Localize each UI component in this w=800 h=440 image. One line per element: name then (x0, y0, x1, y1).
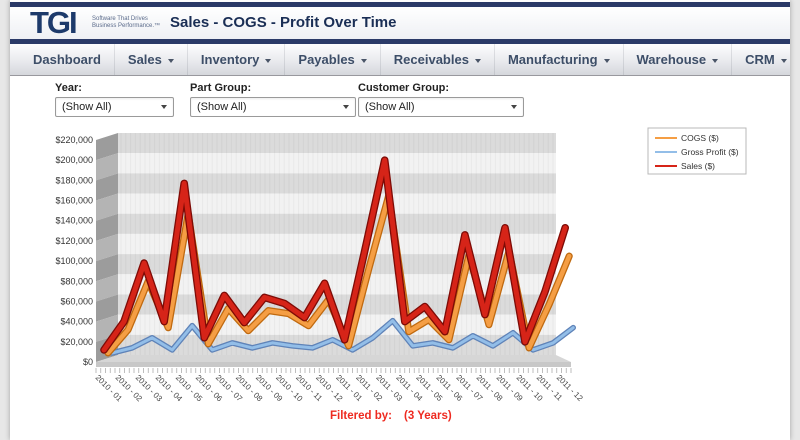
dropdown-caret-icon (474, 58, 481, 63)
chart-back-wall (118, 133, 556, 355)
svg-text:$40,000: $40,000 (60, 317, 93, 327)
legend-label-cogs: COGS ($) (681, 133, 719, 143)
filter-select-customer-group[interactable]: (Show All) (358, 97, 524, 117)
series-line-gross-profit (109, 317, 577, 356)
app-window: TGI Software That Drives Business Perfor… (10, 0, 800, 440)
nav-item-sales[interactable]: Sales (115, 44, 188, 75)
select-arrow-icon (511, 105, 517, 109)
filter-label: Year: (55, 82, 82, 94)
page-title: Sales - COGS - Profit Over Time (170, 14, 397, 31)
nav-item-label: Warehouse (636, 52, 707, 67)
legend-label-sales: Sales ($) (681, 161, 715, 171)
chart-legend: COGS ($) Gross Profit ($) Sales ($) (647, 127, 747, 175)
top-accent-bar (10, 2, 790, 7)
svg-text:$100,000: $100,000 (55, 256, 93, 266)
nav-item-warehouse[interactable]: Warehouse (624, 44, 733, 75)
svg-text:$220,000: $220,000 (55, 135, 93, 145)
chart-left-wall (96, 133, 118, 362)
tagline-line-2: Business Performance.™ (92, 23, 161, 29)
filter-select-part-group[interactable]: (Show All) (190, 97, 356, 117)
nav-item-label: Receivables (393, 52, 469, 67)
nav-item-payables[interactable]: Payables (285, 44, 381, 75)
nav-item-label: Sales (127, 52, 162, 67)
dropdown-caret-icon (780, 58, 787, 63)
filter-group-year: Year: (Show All) (55, 82, 174, 117)
nav-item-manufacturing[interactable]: Manufacturing (495, 44, 624, 75)
select-arrow-icon (343, 105, 349, 109)
nav-item-receivables[interactable]: Receivables (381, 44, 495, 75)
svg-text:$180,000: $180,000 (55, 175, 93, 185)
nav-item-crm[interactable]: CRM (732, 44, 800, 75)
nav-item-label: Payables (298, 52, 355, 67)
nav-item-dashboard[interactable]: Dashboard (20, 44, 115, 75)
header: TGI Software That Drives Business Perfor… (10, 5, 790, 40)
dropdown-caret-icon (603, 58, 610, 63)
dropdown-caret-icon (265, 58, 272, 63)
main-nav: Dashboard Sales Inventory Payables Receivabl… (10, 44, 800, 76)
svg-text:$0: $0 (83, 357, 93, 367)
content-area: Year: (Show All) Part Group: (Show All) Cust… (10, 76, 790, 440)
svg-text:$80,000: $80,000 (60, 276, 93, 286)
filter-select-value: (Show All) (365, 101, 415, 113)
tgi-logo[interactable]: TGI (30, 5, 78, 40)
y-axis-labels: $220,000 $200,000 $180,000 $160,000 $140,000… (55, 135, 93, 367)
filter-label: Customer Group: (358, 82, 450, 94)
nav-item-inventory[interactable]: Inventory (188, 44, 286, 75)
nav-item-label: CRM (745, 52, 775, 67)
filter-group-part-group: Part Group: (Show All) (190, 82, 356, 117)
svg-text:$200,000: $200,000 (55, 155, 93, 165)
dropdown-caret-icon (712, 58, 719, 63)
tagline-line-1: Software That Drives (92, 16, 148, 22)
filter-group-customer-group: Customer Group: (Show All) (358, 82, 524, 117)
dropdown-caret-icon (167, 58, 174, 63)
legend-label-gross-profit: Gross Profit ($) (681, 147, 739, 157)
header-divider (10, 39, 790, 44)
svg-text:$20,000: $20,000 (60, 337, 93, 347)
chart-floor (96, 355, 571, 367)
filter-select-value: (Show All) (197, 101, 247, 113)
filter-select-value: (Show All) (62, 101, 112, 113)
x-axis-ticks (95, 368, 572, 373)
svg-text:$120,000: $120,000 (55, 236, 93, 246)
filtered-by-value: (3 Years) (403, 410, 452, 422)
logo-tagline: Software That Drives Business Performanc… (92, 16, 160, 30)
select-arrow-icon (161, 105, 167, 109)
filtered-by-label: Filtered by: (330, 410, 392, 422)
nav-item-label: Inventory (200, 52, 260, 67)
series-line-sales (100, 156, 570, 354)
dropdown-caret-icon (360, 58, 367, 63)
sales-cogs-profit-chart: $220,000 $200,000 $180,000 $160,000 $140,000… (55, 127, 747, 404)
svg-text:$140,000: $140,000 (55, 216, 93, 226)
nav-item-label: Dashboard (33, 52, 101, 67)
filter-status: Filtered by: (3 Years) (330, 410, 464, 422)
svg-text:$60,000: $60,000 (60, 296, 93, 306)
nav-item-label: Manufacturing (507, 52, 598, 67)
svg-text:$160,000: $160,000 (55, 196, 93, 206)
filter-select-year[interactable]: (Show All) (55, 97, 174, 117)
filter-label: Part Group: (190, 82, 252, 94)
